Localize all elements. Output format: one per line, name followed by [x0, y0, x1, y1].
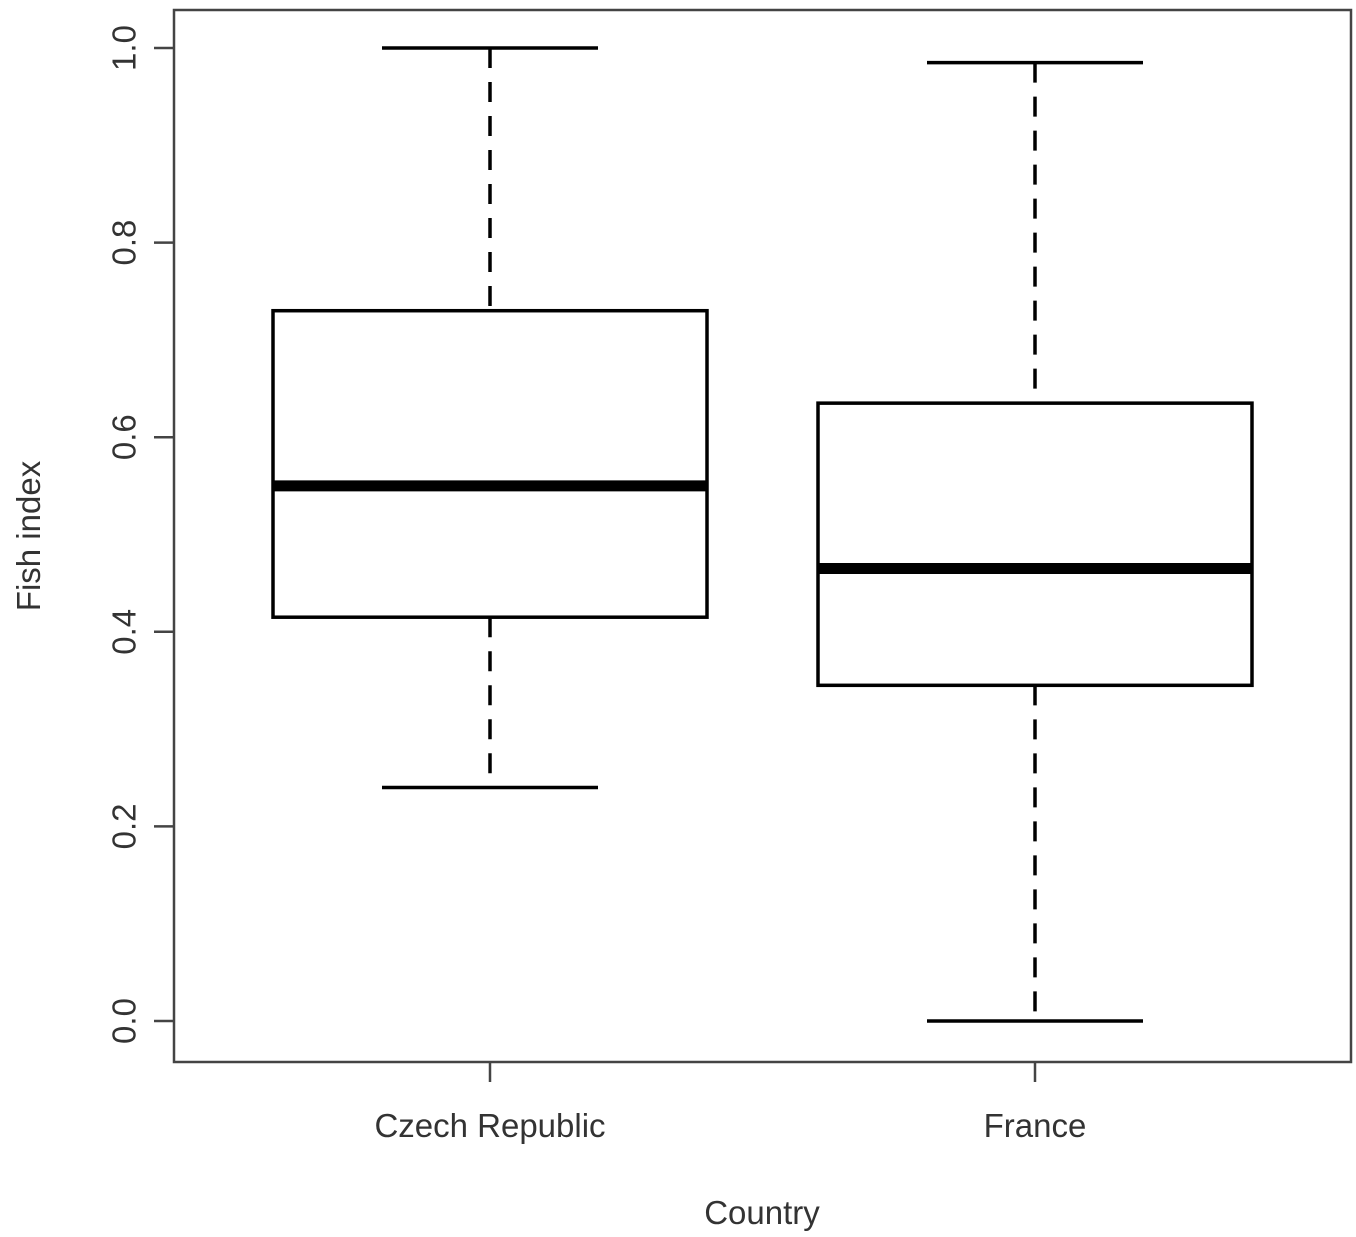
- box-0: [271, 46, 709, 790]
- x-axis-label: Country: [704, 1194, 820, 1231]
- iqr-box: [816, 401, 1254, 688]
- x-tick-label: Czech Republic: [374, 1107, 605, 1144]
- y-tick-label: 0.2: [106, 803, 143, 849]
- y-tick-label: 1.0: [106, 25, 143, 71]
- x-axis: Czech Republic France: [374, 1062, 1086, 1144]
- y-tick-label: 0.6: [106, 414, 143, 460]
- y-axis-label: Fish index: [10, 460, 47, 611]
- y-axis: 0.0 0.2 0.4 0.6 0.8 1.0: [106, 25, 174, 1044]
- y-tick-label: 0.4: [106, 609, 143, 655]
- iqr-box: [271, 308, 709, 619]
- y-tick-label: 0.8: [106, 220, 143, 266]
- plot-frame: [172, 8, 1353, 1064]
- boxes: [271, 46, 1254, 1023]
- box-1: [816, 60, 1254, 1023]
- x-tick-label: France: [984, 1107, 1087, 1144]
- y-tick-label: 0.0: [106, 998, 143, 1044]
